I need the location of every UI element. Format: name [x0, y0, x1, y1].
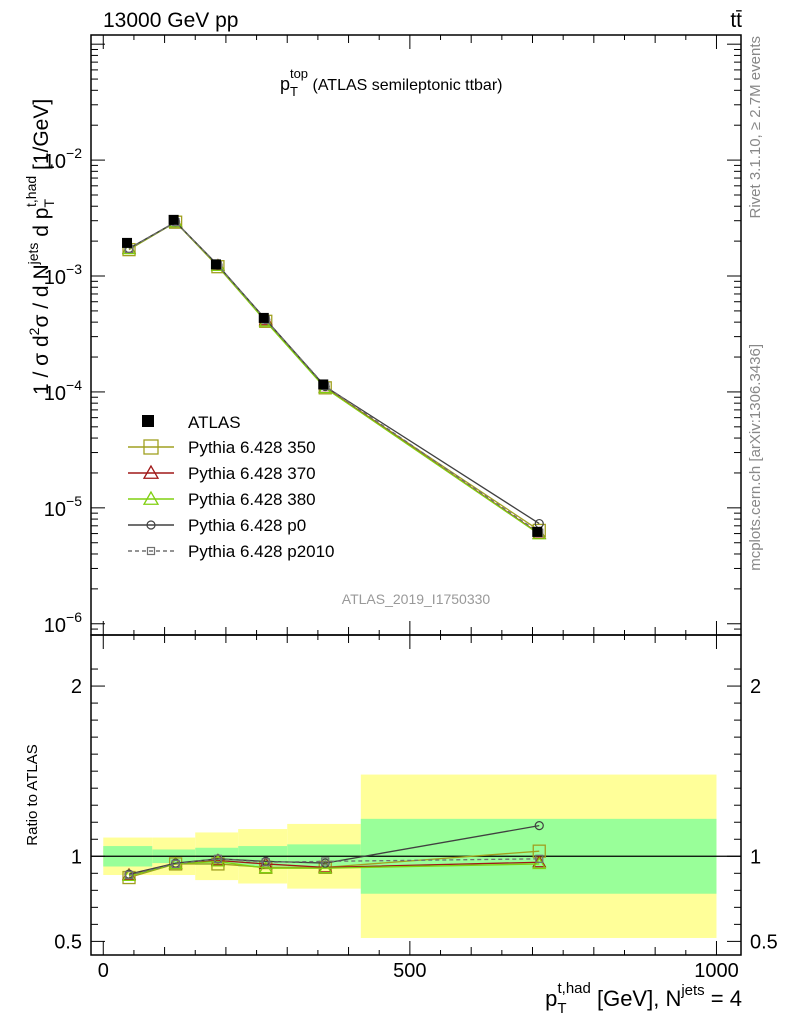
legend-label: Pythia 6.428 p0 [188, 516, 306, 535]
point-square [143, 439, 159, 455]
x-tick-label: 1000 [694, 960, 739, 982]
main-panel-curves [121, 214, 547, 540]
ratio-frame [90, 634, 742, 956]
point-circle [146, 520, 156, 530]
legend-label: ATLAS [188, 413, 241, 432]
y-tick-label: 10−4 [44, 377, 82, 405]
process-label: tt̄ [730, 9, 742, 32]
y-axis-label: 1 / σ d2σ / d Njets d pTt,had [1/GeV] [23, 99, 57, 395]
point-square-small [321, 857, 330, 866]
ratio-panel-curves [121, 821, 547, 885]
ratio-tick-label-left: 2 [71, 676, 82, 698]
point-triangle [318, 860, 333, 874]
point-triangle [258, 860, 273, 874]
x-axis-label: pTt,had [GeV], Njets = 4 [545, 980, 742, 1017]
ratio-tick-label-right: 0.5 [750, 931, 778, 953]
energy-label: 13000 GeV pp [103, 9, 238, 32]
rivet-label: Rivet 3.1.10, ≥ 2.7M events [747, 36, 764, 219]
legend-label: Pythia 6.428 370 [188, 464, 316, 483]
point-triangle [532, 856, 547, 870]
svg-text:1 / σ d2σ / d Njets d pTt,had: 1 / σ d2σ / d Njets d pTt,had [1/GeV] [23, 99, 57, 395]
ratio-tick-label-left: 1 [71, 846, 82, 868]
y-tick-label: 10−6 [44, 609, 82, 637]
plot-title: pTtop (ATLAS semileptonic ttbar) [280, 66, 502, 99]
ratio-y-label: Ratio to ATLAS [24, 744, 41, 845]
point-triangle [142, 464, 160, 479]
series-line-ratio [128, 860, 540, 877]
y-tick-label: 10−2 [44, 145, 82, 173]
axes: 0 500 1000 10−2 10−3 10−4 10−5 10−6 0.5 0.5 1 1 2 2 [44, 34, 778, 982]
mcplots-label: mcplots.cern.ch [arXiv:1306.3436] [747, 344, 764, 571]
legend-label: Pythia 6.428 p2010 [188, 542, 335, 561]
point-square-small [261, 858, 270, 867]
point-circle [534, 821, 544, 831]
ratio-tick-label-left: 0.5 [54, 931, 82, 953]
series-line-ratio [128, 858, 540, 876]
point-square-small [124, 870, 134, 880]
point-square-small [171, 859, 180, 869]
point-data [210, 259, 221, 270]
y-tick-label: 10−5 [44, 493, 82, 521]
ratio-tick-label-right: 2 [750, 676, 761, 698]
legend-data-marker [142, 415, 154, 427]
point-data [258, 312, 269, 323]
x-tick-label: 0 [98, 960, 109, 982]
legend-label: Pythia 6.428 380 [188, 490, 316, 509]
legend-label: Pythia 6.428 350 [188, 438, 316, 457]
point-square-small [213, 854, 223, 863]
legend: ATLAS Pythia 6.428 350 Pythia 6.428 370 Pyt… [128, 413, 335, 561]
point-triangle [142, 490, 160, 505]
series-line-main [128, 221, 540, 535]
analysis-id: ATLAS_2019_I1750330 [342, 591, 491, 607]
point-data [168, 214, 179, 225]
series-line-main [128, 221, 540, 535]
y-tick-label: 10−3 [44, 261, 82, 289]
point-data [532, 526, 543, 537]
x-tick-label: 500 [393, 960, 426, 982]
point-data [122, 237, 133, 248]
series-line-main [128, 221, 540, 534]
point-square-small [146, 546, 156, 556]
point-square-small [535, 854, 544, 863]
point-data [318, 379, 329, 390]
ratio-tick-label-right: 1 [750, 846, 761, 868]
